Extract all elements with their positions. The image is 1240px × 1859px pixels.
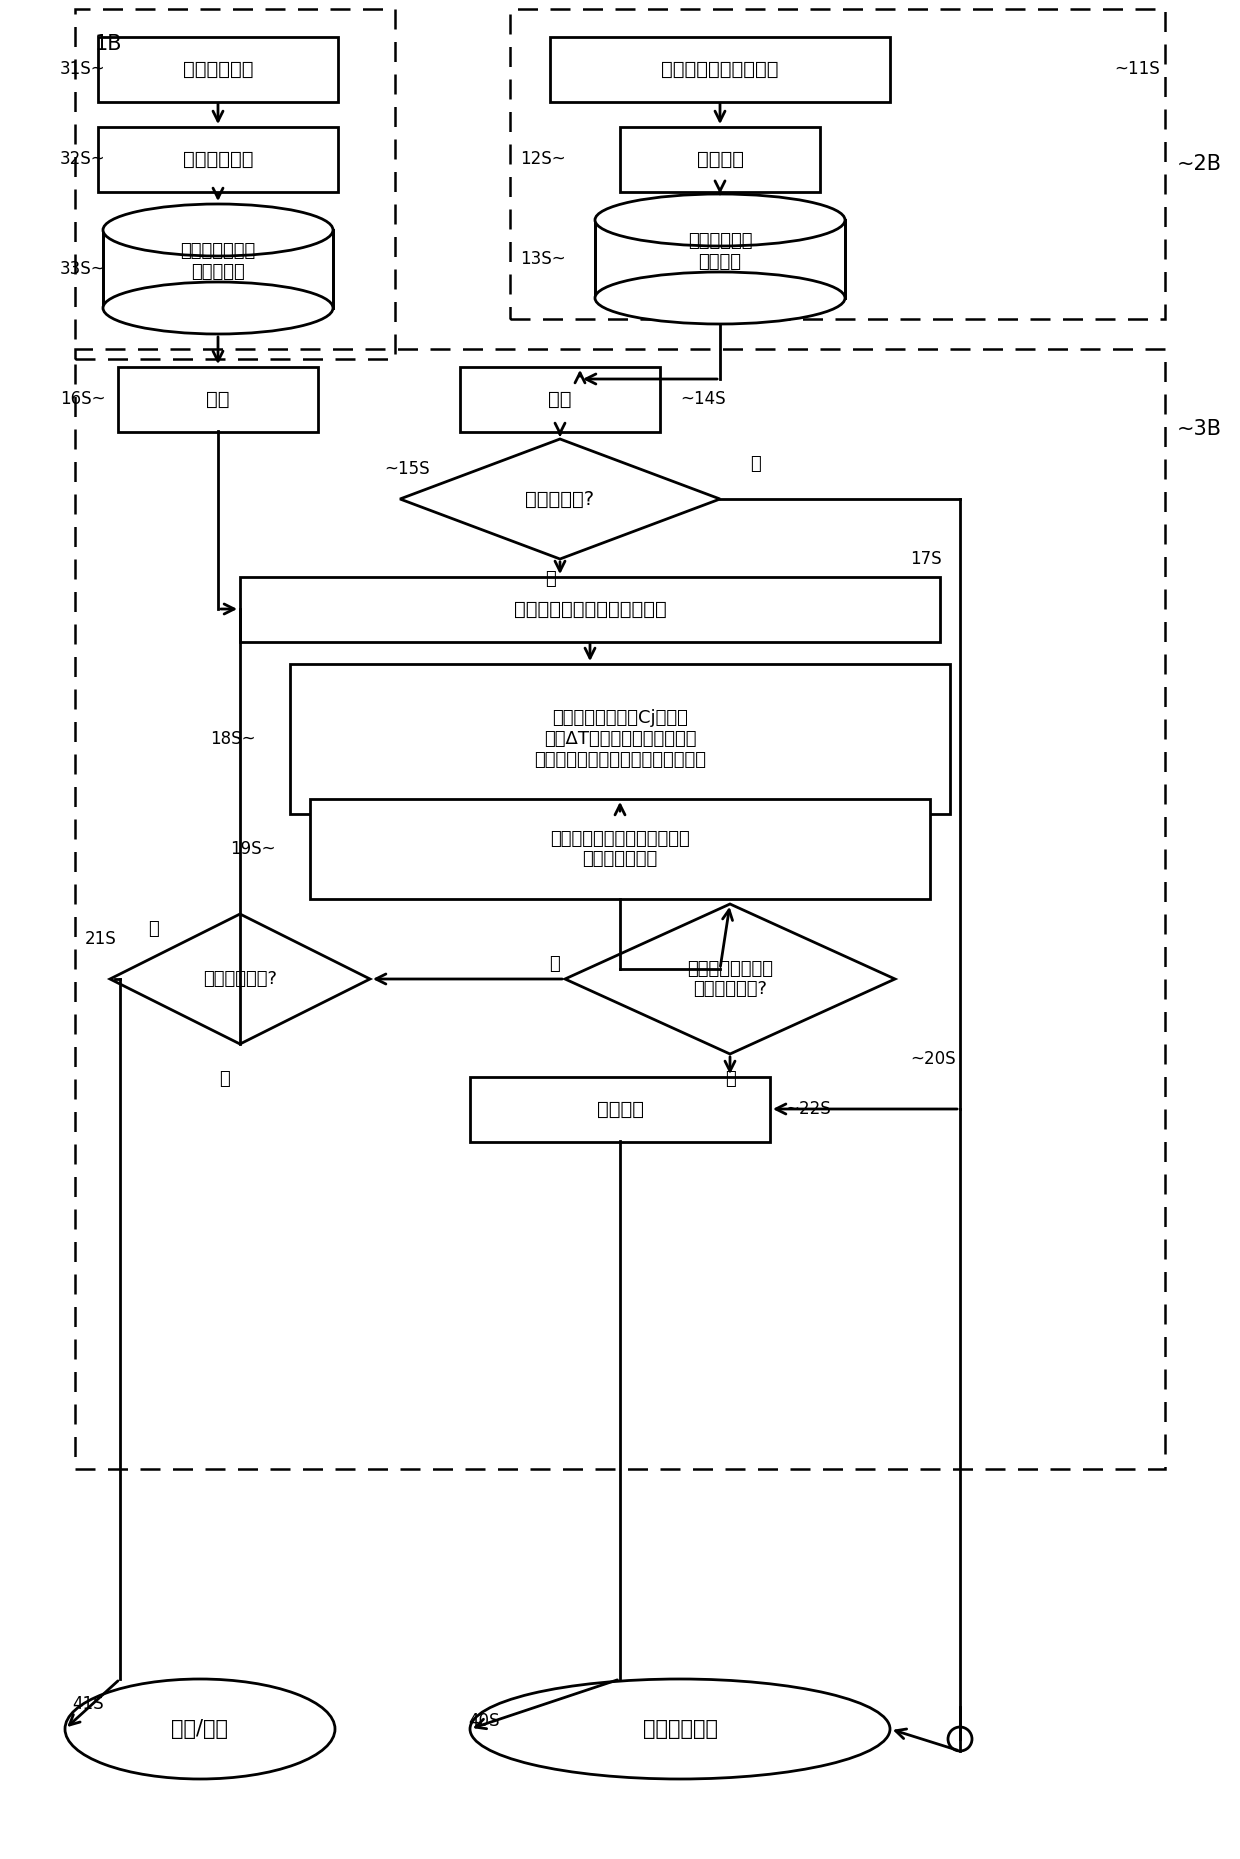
Text: ~22S: ~22S [785,1101,831,1117]
Text: 19S~: 19S~ [229,840,275,859]
FancyBboxPatch shape [98,126,339,191]
Text: 生成计算网格: 生成计算网格 [182,59,253,78]
Text: 41S: 41S [72,1695,104,1712]
Text: 33S~: 33S~ [60,260,105,279]
Text: ~2B: ~2B [1177,154,1221,175]
FancyBboxPatch shape [98,37,339,102]
Ellipse shape [470,1679,890,1779]
Text: 保存磁场分布
测量数据: 保存磁场分布 测量数据 [688,232,753,271]
Text: ~20S: ~20S [910,1050,956,1069]
Text: 是: 是 [148,920,159,939]
Text: ~3B: ~3B [1177,418,1221,439]
FancyBboxPatch shape [460,366,660,431]
Text: 是: 是 [724,1071,735,1088]
FancyBboxPatch shape [241,576,940,641]
Text: 频谱、到达可能均一度、修正
铁片量等的显示: 频谱、到达可能均一度、修正 铁片量等的显示 [551,829,689,868]
Text: 测量磁场: 测量磁场 [697,149,744,169]
Ellipse shape [595,193,844,245]
FancyBboxPatch shape [470,1076,770,1141]
Text: 40S: 40S [467,1712,500,1731]
Text: 到达可能均一度、
修正量的评价?: 到达可能均一度、 修正量的评价? [687,959,773,998]
Text: 均一度良好?: 均一度良好? [526,489,594,509]
Text: 12S~: 12S~ [520,151,565,167]
Text: 否: 否 [546,571,556,587]
Text: 16S~: 16S~ [60,390,105,407]
Text: 修理/调整: 修理/调整 [171,1720,228,1738]
Text: 17S: 17S [910,550,941,569]
Text: 铁片配置: 铁片配置 [596,1099,644,1119]
FancyBboxPatch shape [310,799,930,900]
FancyBboxPatch shape [290,664,950,814]
Text: 执行奇值分解: 执行奇值分解 [182,149,253,169]
Text: 选择固有模式和决定目标磁场: 选择固有模式和决定目标磁场 [513,599,666,619]
Text: 磁场调整可能?: 磁场调整可能? [203,970,277,987]
Text: 18S~: 18S~ [210,731,255,747]
FancyBboxPatch shape [551,37,890,102]
Text: 开始磁场调整（补偿）: 开始磁场调整（补偿） [661,59,779,78]
FancyBboxPatch shape [620,126,820,191]
Text: 否: 否 [549,956,560,972]
Text: ~15S: ~15S [384,459,430,478]
Text: 读出: 读出 [548,390,572,409]
Text: 31S~: 31S~ [60,59,105,78]
Text: ~11S: ~11S [1115,59,1159,78]
Text: 磁场调整结束: 磁场调整结束 [642,1720,718,1738]
Text: 13S~: 13S~ [520,249,565,268]
Polygon shape [595,219,844,297]
FancyBboxPatch shape [118,366,317,431]
Text: 21S: 21S [86,930,117,948]
Text: ~14S: ~14S [680,390,725,407]
Polygon shape [565,903,895,1054]
Text: 1B: 1B [95,33,123,54]
Text: 32S~: 32S~ [60,151,105,167]
Circle shape [949,1727,972,1751]
Text: 否: 否 [219,1071,231,1088]
Text: 固有分布函数和
奇值的保存: 固有分布函数和 奇值的保存 [180,242,255,281]
Polygon shape [401,439,720,560]
Ellipse shape [64,1679,335,1779]
Text: 是: 是 [750,455,761,472]
Text: 各固有模式的强度Cj、修正
电势ΔT、修正铁片配置和修正
磁场分布以及到达可能均一度的计算: 各固有模式的强度Cj、修正 电势ΔT、修正铁片配置和修正 磁场分布以及到达可能均… [534,708,706,770]
Text: 读出: 读出 [206,390,229,409]
Polygon shape [103,231,334,309]
Polygon shape [110,915,370,1045]
Ellipse shape [595,271,844,323]
Ellipse shape [103,204,334,257]
Ellipse shape [103,283,334,335]
